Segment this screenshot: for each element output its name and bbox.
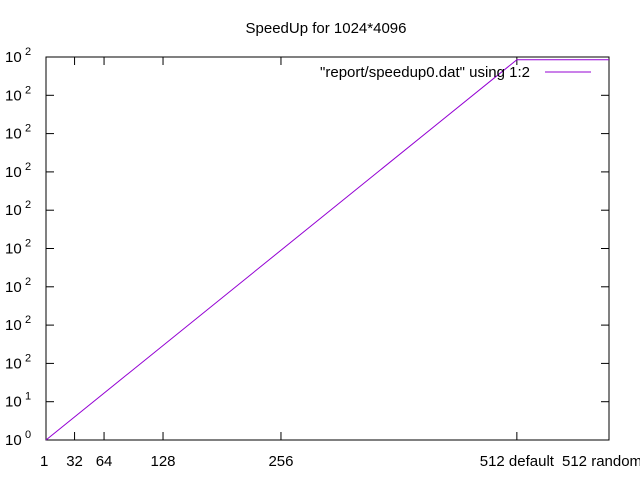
x-tick-label: 256 bbox=[268, 453, 293, 470]
y-tick-label-base: 10 bbox=[5, 49, 22, 66]
x-tick-label: 512 default bbox=[480, 453, 555, 470]
y-tick-label-exp: 2 bbox=[25, 276, 31, 288]
y-tick-label-base: 10 bbox=[5, 241, 22, 258]
y-tick-label-base: 10 bbox=[5, 126, 22, 143]
y-tick-label-base: 10 bbox=[5, 355, 22, 372]
y-tick-labels: 10 010 110 210 210 210 210 210 210 210 210 2 bbox=[5, 46, 31, 449]
y-tick-label-base: 10 bbox=[5, 202, 22, 219]
y-tick-label-exp: 0 bbox=[25, 429, 31, 441]
y-tick-label-exp: 2 bbox=[25, 84, 31, 96]
y-tick-label-base: 10 bbox=[5, 394, 22, 411]
y-tick-label-base: 10 bbox=[5, 164, 22, 181]
x-tick-label: 512 random bbox=[562, 453, 640, 470]
y-tick-label-exp: 1 bbox=[25, 391, 31, 403]
y-tick-label-base: 10 bbox=[5, 87, 22, 104]
y-tick-label-base: 10 bbox=[5, 279, 22, 296]
x-tick-label: 128 bbox=[151, 453, 176, 470]
y-tick-label-exp: 2 bbox=[25, 199, 31, 211]
y-tick-label-exp: 2 bbox=[25, 238, 31, 250]
chart-title: SpeedUp for 1024*4096 bbox=[246, 20, 407, 37]
y-tick-label-base: 10 bbox=[5, 432, 22, 449]
legend: "report/speedup0.dat" using 1:2 bbox=[320, 64, 591, 81]
plot-frame bbox=[45, 56, 610, 441]
y-tick-label-exp: 2 bbox=[25, 161, 31, 173]
y-tick-label-exp: 2 bbox=[25, 352, 31, 364]
y-tick-label-base: 10 bbox=[5, 317, 22, 334]
series-line bbox=[45, 59, 609, 441]
series-lines bbox=[45, 59, 609, 441]
y-tick-label-exp: 2 bbox=[25, 123, 31, 135]
y-tick-label-exp: 2 bbox=[25, 314, 31, 326]
axis-ticks bbox=[45, 56, 610, 441]
x-tick-label: 64 bbox=[96, 453, 113, 470]
y-tick-label-exp: 2 bbox=[25, 46, 31, 58]
x-tick-label: 1 bbox=[40, 453, 48, 470]
legend-label: "report/speedup0.dat" using 1:2 bbox=[320, 64, 530, 81]
x-tick-labels: 1 32 64 128 256 512 default 512 random bbox=[40, 453, 640, 470]
x-tick-label: 32 bbox=[66, 453, 83, 470]
